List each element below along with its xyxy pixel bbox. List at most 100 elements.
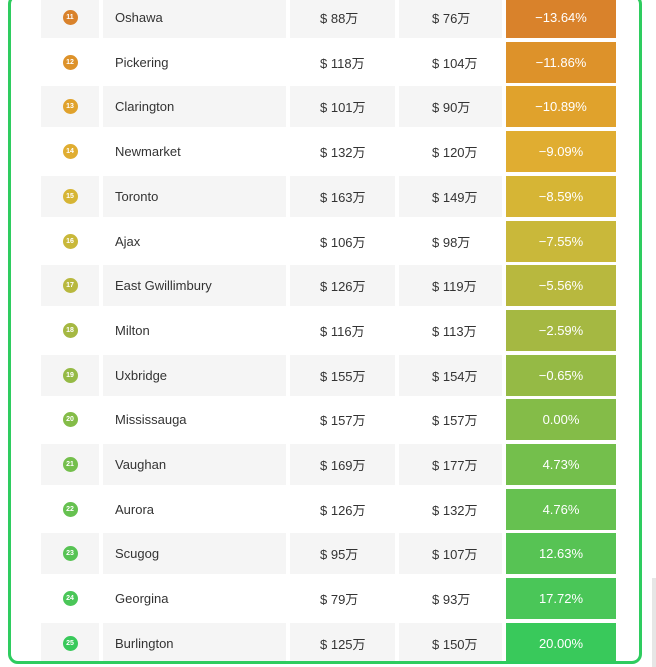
rank-cell: 19 [41,354,99,396]
current-price: $ 104万 [432,55,478,71]
current-price: $ 119万 [399,265,502,307]
previous-price: $ 79万 [320,592,359,608]
table-row: 12 Pickering $ 118万 $ 104万 −11.86% [11,41,639,83]
rank-badge: 15 [62,188,78,204]
rank-cell: 14 [41,131,99,172]
previous-price: $ 132万 [320,145,366,161]
current-price: $ 107万 [399,533,502,575]
city-name: Scugog [103,533,286,575]
rank-badge: 13 [62,99,78,115]
city-name: Oshawa [103,0,286,38]
rank-cell: 12 [41,42,99,83]
rank-badge: 19 [62,367,78,383]
table-row: 13 Clarington $ 101万 $ 90万 −10.89% [11,86,639,128]
table-row: 17 East Gwillimbury $ 126万 $ 119万 −5.56% [11,265,639,307]
rank-cell: 24 [41,578,99,619]
rank-cell: 20 [41,399,99,440]
city-name: Vaughan [103,444,286,485]
current-price: $ 150万 [399,622,502,661]
city-name: Mississauga [115,412,187,428]
rank-cell: 15 [41,175,99,217]
rank-cell: 18 [41,310,99,351]
change-percent: 4.73% [506,444,616,485]
table-row: 11 Oshawa $ 88万 $ 76万 −13.64% [11,0,639,38]
rank-cell: 13 [41,86,99,128]
current-price: $ 113万 [432,323,477,339]
current-price: $ 154万 [399,354,502,396]
change-percent: −5.56% [506,265,616,307]
scrollbar-edge[interactable] [652,578,656,667]
previous-price: $ 125万 [290,622,395,661]
previous-price: $ 163万 [290,175,395,217]
city-name: Ajax [115,233,141,249]
change-percent: −2.59% [506,309,616,351]
previous-price: $ 88万 [290,0,395,38]
rank-badge: 20 [62,412,78,428]
rank-badge: 21 [62,457,78,472]
previous-price: $ 95万 [290,533,395,575]
table-row: 16 Ajax $ 106万 $ 98万 −7.55% [11,220,639,262]
current-price: $ 98万 [432,234,471,250]
change-percent: −8.59% [506,175,616,217]
rank-badge: 22 [62,501,78,517]
current-price: $ 132万 [432,502,478,518]
rank-badge: 23 [62,546,78,562]
previous-price: $ 118万 [320,55,365,71]
city-name: Pickering [115,54,169,70]
city-name: Uxbridge [103,354,286,396]
city-name: Georgina [115,591,169,607]
change-percent: 12.63% [506,533,616,575]
change-percent: 0.00% [506,399,616,441]
change-percent: 4.76% [506,488,616,530]
rank-badge: 16 [62,233,78,249]
rank-badge: 11 [62,10,78,25]
previous-price: $ 101万 [290,86,395,128]
change-percent: −7.55% [506,220,616,262]
change-percent: −9.09% [506,131,616,173]
change-percent: −13.64% [506,0,616,38]
city-name: Clarington [103,86,286,128]
current-price: $ 90万 [399,86,502,128]
table-row: 23 Scugog $ 95万 $ 107万 12.63% [11,533,639,575]
city-name: Burlington [103,622,286,661]
current-price: $ 120万 [432,145,478,161]
rank-badge: 17 [62,278,78,294]
rank-cell: 16 [41,221,99,262]
city-name: Newmarket [115,144,181,160]
table-row: 15 Toronto $ 163万 $ 149万 −8.59% [11,175,639,217]
rank-cell: 11 [41,0,99,38]
city-name: Aurora [115,501,155,517]
ranking-table: 11 Oshawa $ 88万 $ 76万 −13.64% 12 Pickeri… [8,0,642,664]
current-price: $ 76万 [399,0,502,38]
current-price: $ 149万 [399,175,502,217]
table-row: 24 Georgina $ 79万 $ 93万 17.72% [11,578,639,620]
change-percent: −11.86% [506,41,616,83]
table-row: 25 Burlington $ 125万 $ 150万 20.00% [11,622,639,661]
city-name: Toronto [103,175,286,217]
rank-badge: 24 [62,591,78,607]
previous-price: $ 126万 [320,502,366,518]
change-percent: 20.00% [506,622,616,661]
previous-price: $ 157万 [320,413,366,429]
current-price: $ 177万 [399,444,502,485]
previous-price: $ 126万 [290,265,395,307]
rank-badge: 25 [62,635,78,651]
table-row: 22 Aurora $ 126万 $ 132万 4.76% [11,488,639,530]
rank-cell: 22 [41,489,99,530]
rank-cell: 21 [41,444,99,485]
change-percent: 17.72% [506,578,616,620]
table-row: 20 Mississauga $ 157万 $ 157万 0.00% [11,399,639,441]
rank-badge: 18 [62,322,78,338]
current-price: $ 157万 [432,413,478,429]
change-percent: −0.65% [506,354,616,396]
table-row: 18 Milton $ 116万 $ 113万 −2.59% [11,309,639,351]
rank-cell: 25 [41,622,99,661]
previous-price: $ 169万 [290,444,395,485]
table-row: 19 Uxbridge $ 155万 $ 154万 −0.65% [11,354,639,396]
rank-badge: 12 [62,54,78,70]
previous-price: $ 155万 [290,354,395,396]
city-name: East Gwillimbury [103,265,286,307]
rank-cell: 23 [41,533,99,575]
previous-price: $ 106万 [320,234,366,250]
city-name: Milton [115,322,150,338]
